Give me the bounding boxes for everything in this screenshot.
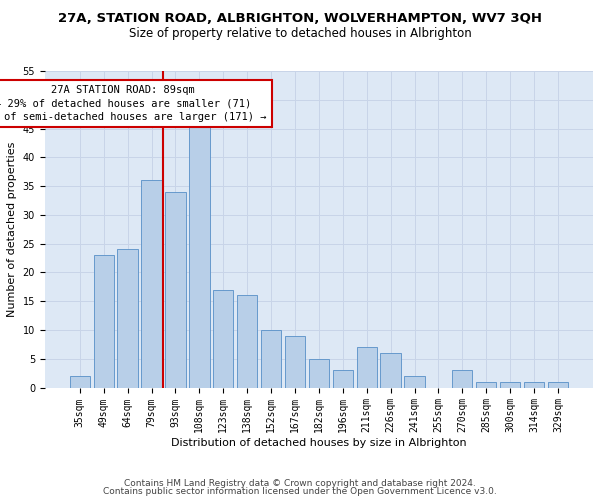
Bar [118,250,138,388]
Bar [189,122,209,388]
Bar [261,330,281,388]
Bar [452,370,472,388]
Text: Contains HM Land Registry data © Crown copyright and database right 2024.: Contains HM Land Registry data © Crown c… [124,478,476,488]
Bar [213,290,233,388]
Text: 27A, STATION ROAD, ALBRIGHTON, WOLVERHAMPTON, WV7 3QH: 27A, STATION ROAD, ALBRIGHTON, WOLVERHAM… [58,12,542,26]
X-axis label: Distribution of detached houses by size in Albrighton: Distribution of detached houses by size … [171,438,467,448]
Text: 27A STATION ROAD: 89sqm
← 29% of detached houses are smaller (71)
70% of semi-de: 27A STATION ROAD: 89sqm ← 29% of detache… [0,86,266,122]
Y-axis label: Number of detached properties: Number of detached properties [7,142,17,317]
Bar [332,370,353,388]
Bar [309,358,329,388]
Bar [165,192,185,388]
Bar [500,382,520,388]
Bar [548,382,568,388]
Bar [524,382,544,388]
Text: Size of property relative to detached houses in Albrighton: Size of property relative to detached ho… [128,28,472,40]
Bar [94,255,114,388]
Bar [237,296,257,388]
Bar [404,376,425,388]
Bar [285,336,305,388]
Bar [70,376,90,388]
Bar [356,347,377,388]
Text: Contains public sector information licensed under the Open Government Licence v3: Contains public sector information licen… [103,487,497,496]
Bar [142,180,161,388]
Bar [380,353,401,388]
Bar [476,382,496,388]
